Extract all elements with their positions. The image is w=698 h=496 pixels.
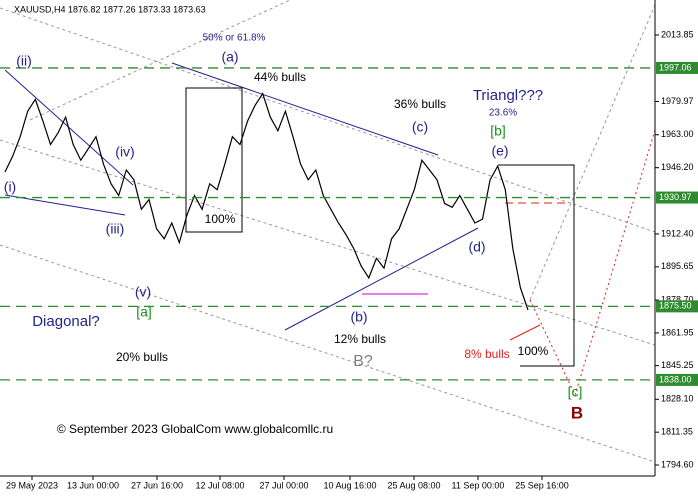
annotation: Triangl??? [473, 87, 543, 104]
x-tick-label: 25 Aug 08:00 [387, 480, 440, 490]
y-tick-label: 1861.95 [661, 327, 694, 337]
annotation: 44% bulls [254, 70, 306, 84]
channel-line [0, 244, 656, 463]
x-tick-label: 13 Jun 00:00 [67, 480, 119, 490]
channel-line [0, 7, 656, 233]
price-line [4, 92, 529, 311]
y-tick-label: 1979.97 [661, 96, 694, 106]
annotation: (i) [4, 179, 16, 195]
annotation: [a] [136, 304, 152, 320]
level-label: 1838.00 [659, 374, 692, 384]
annotation: [c] [568, 384, 583, 400]
annotation: (v) [135, 284, 151, 300]
y-tick-label: 1912.40 [661, 228, 694, 238]
annotation: (ii) [16, 53, 32, 69]
level-box [656, 373, 698, 386]
forecast-path [529, 129, 656, 397]
annotation: 36% bulls [394, 97, 446, 111]
annotation: 23.6% [489, 108, 517, 119]
level-box [656, 191, 698, 204]
y-tick-label: 1878.70 [661, 294, 694, 304]
x-tick-label: 11 Sep 00:00 [452, 480, 505, 490]
trend-line [171, 62, 439, 156]
box [498, 164, 575, 367]
pointer [509, 324, 541, 341]
level-label: 1997.06 [659, 62, 692, 72]
y-tick-label: 1845.25 [661, 360, 694, 370]
annotation: (iii) [106, 221, 125, 237]
x-tick-label: 27 Jun 16:00 [131, 480, 183, 490]
trend-line [284, 227, 479, 331]
y-tick-label: 1794.60 [661, 459, 694, 469]
annotation: (d) [468, 239, 485, 255]
box [185, 87, 243, 233]
trend-line [4, 194, 126, 216]
x-tick-label: 12 Jul 08:00 [195, 480, 244, 490]
annotation: B? [353, 353, 373, 370]
annotation: (b) [350, 309, 367, 325]
channel-line [0, 139, 656, 346]
annotation: 12% bulls [334, 332, 386, 346]
channel-line [529, 4, 656, 301]
y-tick-label: 2013.85 [661, 29, 694, 39]
chart-title: XAUUSD,H4 1876.82 1877.26 1873.33 1873.6… [14, 4, 206, 14]
y-tick-label: 1811.35 [661, 427, 693, 437]
x-tick-label: 10 Aug 16:00 [323, 480, 376, 490]
annotation: 100% [205, 212, 236, 226]
annotation: 100% [518, 344, 549, 358]
y-tick-label: 1828.10 [661, 394, 694, 404]
y-tick-label: 1946.20 [661, 162, 694, 172]
y-tick-label: 1895.65 [661, 261, 694, 271]
annotation: (a) [221, 49, 238, 65]
level-box [656, 61, 698, 74]
drawings [0, 0, 656, 477]
annotation: (c) [412, 119, 428, 135]
level-label: 1875.50 [659, 301, 692, 311]
annotation: 20% bulls [116, 350, 168, 364]
x-tick-label: 29 May 2023 [6, 480, 58, 490]
level-label: 1930.97 [659, 192, 692, 202]
annotation: B [571, 403, 583, 422]
x-tick-label: 25 Sep 16:00 [515, 480, 569, 490]
annotation: 8% bulls [464, 347, 509, 361]
level-box [656, 300, 698, 313]
annotation: © September 2023 GlobalCom www.globalcom… [57, 422, 333, 436]
annotation: (e) [491, 143, 508, 159]
annotation: Diagonal? [32, 313, 100, 330]
annotation: 50% or 61.8% [203, 33, 266, 44]
annotation: [b] [490, 123, 506, 139]
x-tick-label: 27 Jul 00:00 [259, 480, 308, 490]
annotation: (iv) [115, 144, 134, 160]
y-tick-label: 1963.00 [661, 129, 694, 139]
